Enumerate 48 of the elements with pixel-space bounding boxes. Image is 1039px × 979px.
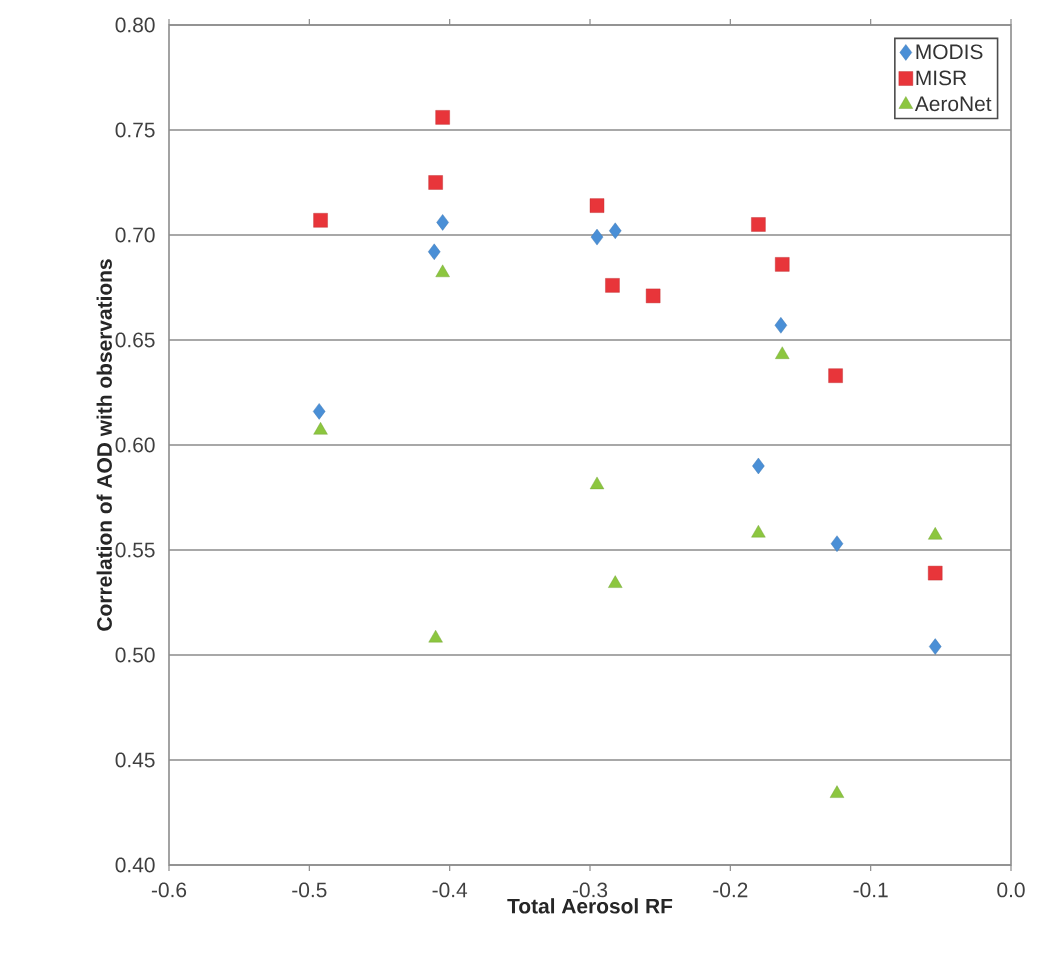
- point: [313, 213, 328, 228]
- point: [830, 535, 844, 552]
- x-axis-title: Total Aerosol RF: [507, 898, 673, 914]
- point: [609, 222, 622, 239]
- x-tick-label: -0.3: [572, 882, 608, 898]
- point: [828, 368, 843, 383]
- point: [313, 422, 328, 435]
- point: [775, 346, 790, 359]
- point: [605, 278, 620, 293]
- point: [589, 476, 605, 490]
- y-tick-label: 0.55: [115, 542, 155, 558]
- y-tick-label: 0.70: [115, 227, 155, 243]
- x-tick-label: -0.5: [292, 882, 327, 898]
- y-axis-title: Correlation of AOD with observations: [96, 259, 112, 631]
- point: [590, 228, 604, 246]
- point: [428, 175, 443, 190]
- legend-label: MISR: [916, 70, 967, 86]
- point: [428, 630, 443, 643]
- point: [829, 785, 845, 798]
- point: [928, 565, 943, 581]
- legend-label: MODIS: [916, 44, 983, 60]
- y-tick-label: 0.45: [115, 752, 155, 768]
- y-tick-label: 0.65: [115, 332, 155, 348]
- y-tick-label: 0.40: [115, 857, 155, 873]
- x-tick-label: -0.1: [853, 882, 888, 898]
- y-tick-label: 0.80: [115, 17, 155, 33]
- point: [928, 527, 943, 540]
- point: [751, 217, 766, 232]
- point: [436, 214, 449, 231]
- x-tick-label: 0.0: [997, 882, 1025, 898]
- point: [589, 198, 605, 213]
- legend-label: AeroNet: [914, 96, 992, 112]
- point: [645, 288, 661, 304]
- point: [435, 110, 450, 125]
- point: [929, 638, 942, 655]
- x-tick-label: -0.4: [432, 882, 468, 898]
- y-tick-label: 0.60: [115, 437, 155, 453]
- point: [428, 243, 441, 260]
- x-tick-label: -0.6: [151, 882, 187, 898]
- point: [751, 525, 766, 538]
- point: [752, 457, 765, 475]
- x-tick-label: -0.2: [713, 882, 748, 898]
- point: [775, 257, 790, 272]
- y-tick-label: 0.75: [115, 122, 155, 138]
- point: [774, 317, 788, 334]
- point: [608, 575, 623, 588]
- point: [312, 403, 326, 420]
- y-tick-label: 0.50: [115, 647, 155, 663]
